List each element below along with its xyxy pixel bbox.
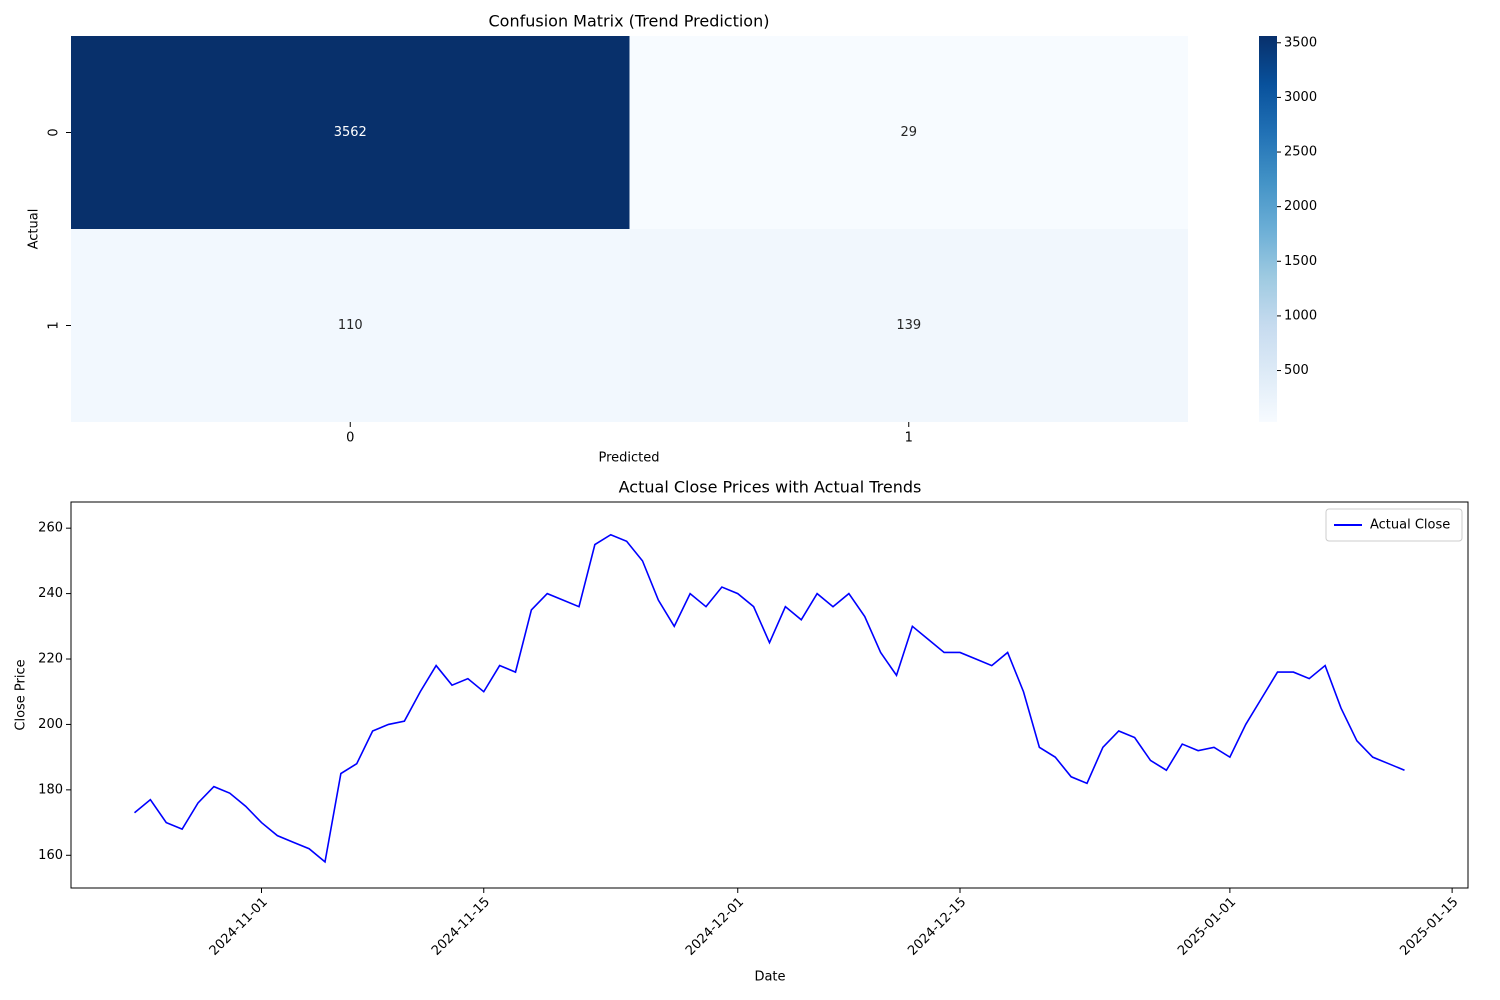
x-tick-label: 2024-11-15 <box>429 895 493 959</box>
heatmap-cell <box>71 36 630 229</box>
y-tick-label: 260 <box>38 521 63 536</box>
y-tick-label: 180 <box>38 782 63 797</box>
colorbar-tick-label: 1000 <box>1284 308 1317 323</box>
y-axis-label: Close Price <box>14 659 29 730</box>
y-tick-label: 240 <box>38 586 63 601</box>
x-tick-label: 2025-01-01 <box>1175 895 1239 959</box>
x-axis-label: Predicted <box>598 451 659 466</box>
x-tick-label: 0 <box>346 431 354 446</box>
cell-label: 29 <box>900 125 917 140</box>
y-tick-label: 220 <box>38 652 63 667</box>
heatmap-cell <box>629 229 1188 422</box>
x-tick-label: 2024-12-01 <box>683 895 747 959</box>
heatmap-cell <box>629 36 1188 229</box>
colorbar-tick-label: 3000 <box>1284 90 1317 105</box>
cell-label: 139 <box>896 318 921 333</box>
colorbar-tick-label: 2500 <box>1284 145 1317 160</box>
line-title: Actual Close Prices with Actual Trends <box>619 478 922 497</box>
cell-label: 3562 <box>334 125 367 140</box>
x-tick-label: 2024-12-15 <box>905 895 969 959</box>
colorbar-tick-label: 2000 <box>1284 199 1317 214</box>
colorbar-tick-label: 3500 <box>1284 35 1317 50</box>
y-tick-label: 0 <box>47 128 62 136</box>
y-tick-label: 200 <box>38 717 63 732</box>
heatmap-cell <box>71 229 630 422</box>
colorbar <box>1259 36 1277 422</box>
cell-label: 110 <box>338 318 363 333</box>
x-axis-label: Date <box>754 970 785 985</box>
y-tick-label: 1 <box>47 321 62 329</box>
legend-box <box>1325 508 1463 542</box>
y-axis-label: Actual <box>27 209 42 250</box>
x-tick-label: 2024-11-01 <box>207 895 271 959</box>
legend-label: Actual Close <box>1370 518 1450 533</box>
plot-frame <box>70 501 1469 889</box>
y-tick-label: 160 <box>38 848 63 863</box>
colorbar-tick-label: 500 <box>1284 363 1309 378</box>
x-tick-label: 2025-01-15 <box>1397 895 1461 959</box>
colorbar-tick-label: 1500 <box>1284 254 1317 269</box>
line-series <box>133 533 1405 864</box>
heatmap-title: Confusion Matrix (Trend Prediction) <box>489 12 770 31</box>
x-tick-label: 1 <box>905 431 913 446</box>
